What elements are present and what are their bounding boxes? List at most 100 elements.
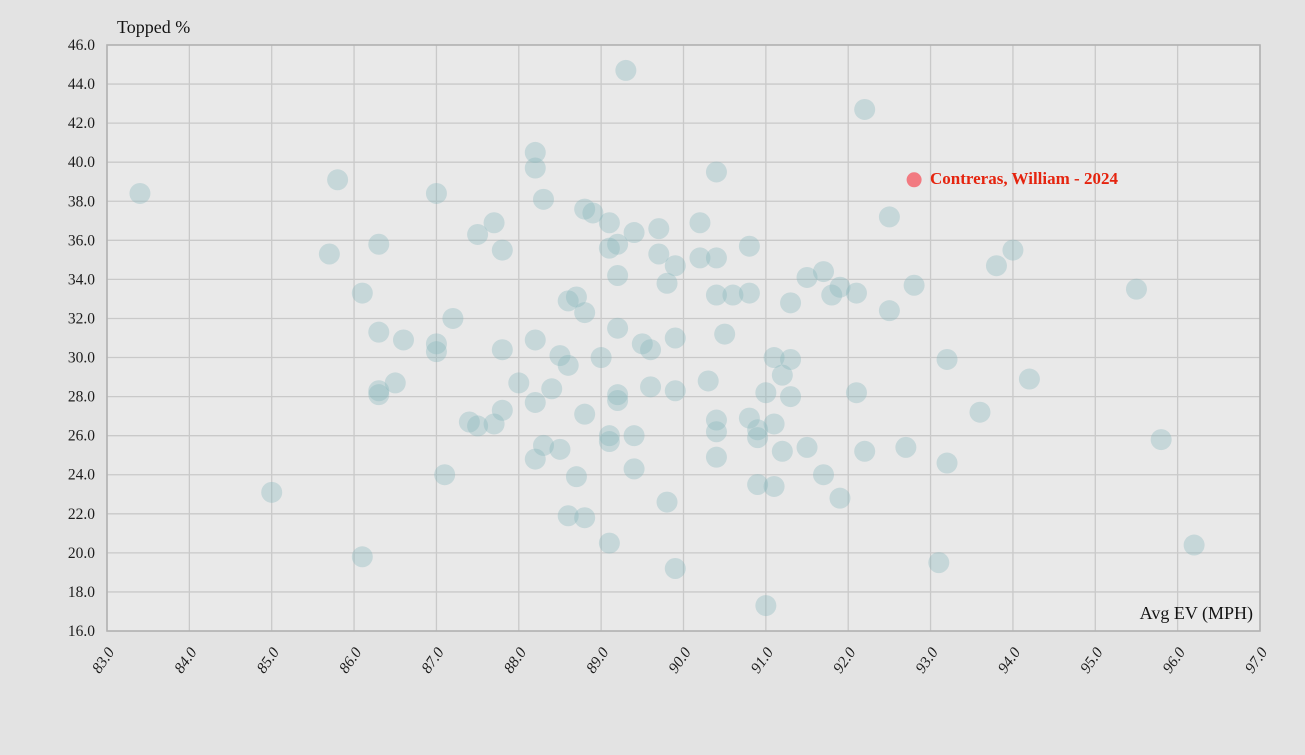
data-point[interactable] xyxy=(442,307,464,329)
data-point[interactable] xyxy=(425,341,447,363)
data-point[interactable] xyxy=(705,421,727,443)
data-point[interactable] xyxy=(434,464,456,486)
data-point[interactable] xyxy=(557,505,579,527)
data-point[interactable] xyxy=(623,458,645,480)
data-point[interactable] xyxy=(763,475,785,497)
data-point[interactable] xyxy=(845,382,867,404)
data-point[interactable] xyxy=(574,198,596,220)
data-point[interactable] xyxy=(458,411,480,433)
data-point[interactable] xyxy=(623,425,645,447)
data-point[interactable] xyxy=(903,274,925,296)
data-point[interactable] xyxy=(318,243,340,265)
data-point[interactable] xyxy=(664,380,686,402)
data-point[interactable] xyxy=(1125,278,1147,300)
data-point[interactable] xyxy=(541,378,563,400)
data-point[interactable] xyxy=(747,474,769,495)
data-point[interactable] xyxy=(607,390,629,412)
data-point[interactable] xyxy=(664,255,686,277)
data-point[interactable] xyxy=(854,98,876,120)
data-point[interactable] xyxy=(738,235,760,257)
data-point[interactable] xyxy=(368,321,390,343)
data-point[interactable] xyxy=(714,323,736,345)
data-point[interactable] xyxy=(747,427,769,449)
data-point[interactable] xyxy=(598,431,620,453)
data-point[interactable] xyxy=(1002,239,1024,261)
data-point[interactable] xyxy=(483,413,505,435)
data-point[interactable] xyxy=(368,380,390,402)
data-point[interactable] xyxy=(771,440,793,462)
data-point[interactable] xyxy=(813,261,835,283)
data-point[interactable] xyxy=(384,372,406,394)
data-point[interactable] xyxy=(755,595,777,617)
data-point[interactable] xyxy=(895,436,917,458)
data-point[interactable] xyxy=(796,266,818,288)
data-point[interactable] xyxy=(565,466,587,488)
data-point[interactable] xyxy=(574,302,596,324)
data-point[interactable] xyxy=(640,339,662,361)
data-point[interactable] xyxy=(705,247,727,269)
data-point[interactable] xyxy=(689,247,711,269)
data-point[interactable] xyxy=(738,407,760,429)
data-point[interactable] xyxy=(664,557,686,579)
data-point[interactable] xyxy=(722,284,744,306)
data-point[interactable] xyxy=(854,440,876,462)
data-point[interactable] xyxy=(467,223,489,245)
data-point[interactable] xyxy=(565,286,587,308)
data-point[interactable] xyxy=(780,386,802,408)
data-point[interactable] xyxy=(368,233,390,255)
data-point[interactable] xyxy=(524,391,546,413)
data-point[interactable] xyxy=(697,370,719,392)
data-point[interactable] xyxy=(705,409,727,431)
data-point[interactable] xyxy=(467,415,489,437)
data-point[interactable] xyxy=(845,282,867,304)
data-point[interactable] xyxy=(491,239,513,261)
data-point[interactable] xyxy=(598,237,620,259)
data-point[interactable] xyxy=(582,202,604,224)
data-point[interactable] xyxy=(755,382,777,404)
data-point[interactable] xyxy=(771,364,793,386)
data-point[interactable] xyxy=(1018,368,1040,390)
data-point[interactable] xyxy=(425,333,447,355)
data-point[interactable] xyxy=(640,376,662,398)
data-point[interactable] xyxy=(532,188,554,210)
data-point[interactable] xyxy=(607,233,629,255)
data-point[interactable] xyxy=(129,182,151,204)
data-point[interactable] xyxy=(648,218,670,240)
data-point[interactable] xyxy=(631,333,653,355)
data-point[interactable] xyxy=(351,546,373,568)
data-point[interactable] xyxy=(985,255,1007,277)
data-point[interactable] xyxy=(598,532,620,554)
data-point[interactable] xyxy=(821,284,843,306)
data-point[interactable] xyxy=(936,452,958,474)
data-point[interactable] xyxy=(524,448,546,470)
data-point[interactable] xyxy=(738,282,760,304)
data-point[interactable] xyxy=(656,272,678,294)
data-point[interactable] xyxy=(705,446,727,468)
data-point[interactable] xyxy=(574,507,596,529)
data-point[interactable] xyxy=(689,212,711,234)
data-point[interactable] xyxy=(1150,429,1172,451)
data-point[interactable] xyxy=(261,481,283,503)
data-point[interactable] xyxy=(607,384,629,406)
data-point[interactable] xyxy=(351,282,373,304)
data-point[interactable] xyxy=(327,169,349,191)
data-point[interactable] xyxy=(598,212,620,234)
data-point[interactable] xyxy=(705,161,727,183)
data-point[interactable] xyxy=(598,425,620,447)
data-point[interactable] xyxy=(532,434,554,456)
data-point[interactable] xyxy=(656,491,678,513)
data-point[interactable] xyxy=(969,401,991,423)
data-point[interactable] xyxy=(829,487,851,509)
data-point[interactable] xyxy=(590,347,612,369)
data-point[interactable] xyxy=(878,300,900,322)
data-point[interactable] xyxy=(705,284,727,306)
data-point[interactable] xyxy=(780,292,802,314)
data-point[interactable] xyxy=(780,348,802,370)
data-point[interactable] xyxy=(747,419,769,441)
data-point[interactable] xyxy=(607,264,629,286)
data-point[interactable] xyxy=(574,403,596,425)
data-point[interactable] xyxy=(878,206,900,228)
data-point[interactable] xyxy=(549,438,571,460)
data-point[interactable] xyxy=(549,345,571,367)
data-point[interactable] xyxy=(524,141,546,163)
